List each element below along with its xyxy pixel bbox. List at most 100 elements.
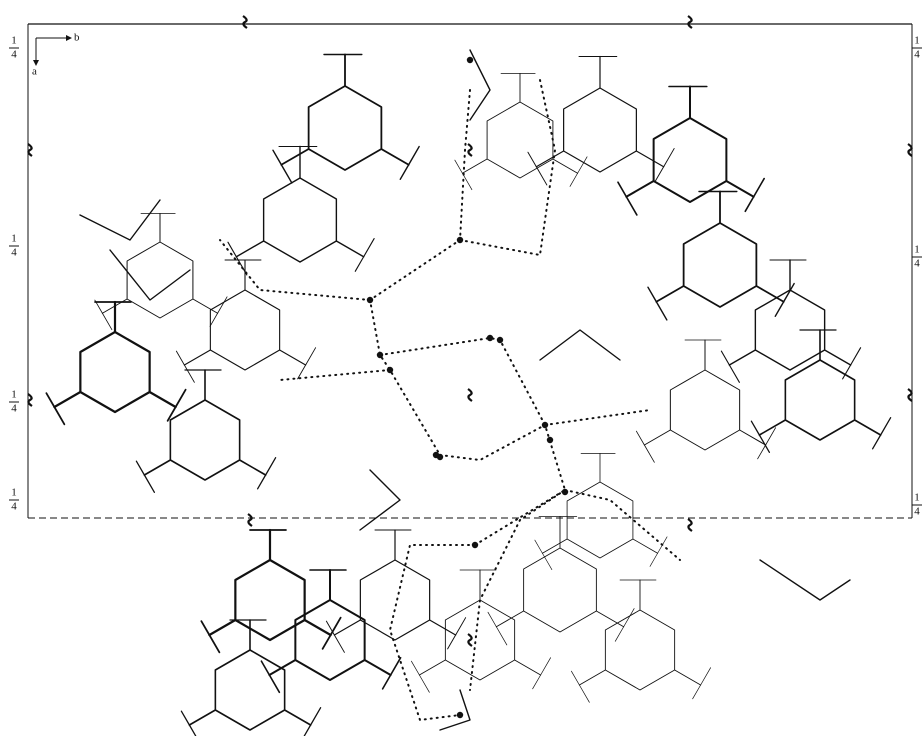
- methyl: [656, 302, 667, 320]
- substituent: [419, 660, 445, 675]
- methyl: [618, 182, 626, 197]
- methyl: [721, 351, 729, 365]
- methyl: [273, 150, 281, 165]
- hydrogen-bonds: [220, 57, 680, 720]
- chain: [110, 250, 190, 300]
- ring: [487, 102, 553, 178]
- methyl: [758, 445, 766, 459]
- ring: [127, 242, 193, 318]
- methyl: [873, 435, 881, 449]
- hydrogen-bond: [390, 545, 475, 720]
- substituent: [281, 149, 308, 165]
- ring: [524, 548, 597, 632]
- methyl: [261, 661, 269, 675]
- substituent: [336, 241, 363, 257]
- methyl: [364, 239, 375, 257]
- ring: [264, 178, 337, 262]
- fraction-numerator: 1: [914, 244, 920, 256]
- methyl: [136, 461, 144, 475]
- methyl: [306, 348, 316, 365]
- methyl: [881, 418, 891, 435]
- substituent: [193, 299, 218, 313]
- methyl: [626, 197, 637, 215]
- methyl: [650, 553, 658, 566]
- symmetry-element: [243, 16, 247, 28]
- symmetry-element: [688, 16, 692, 28]
- ring: [564, 88, 637, 172]
- substituent: [855, 420, 881, 435]
- methyl: [391, 658, 401, 675]
- crystal-packing-diagram: b a 14141414141414: [0, 0, 922, 736]
- ring: [170, 400, 239, 480]
- fraction-numerator: 1: [914, 35, 920, 47]
- methyl: [488, 612, 496, 627]
- methyl: [311, 708, 321, 725]
- oxygen-atom: [472, 542, 478, 548]
- methyl: [210, 313, 218, 326]
- methyl: [541, 658, 551, 675]
- substituent: [209, 620, 235, 635]
- symmetry-element: [28, 144, 32, 156]
- ring: [684, 223, 757, 307]
- substituent: [184, 350, 210, 365]
- fraction-denominator: 4: [914, 258, 920, 270]
- methyl: [181, 711, 189, 725]
- hydrogen-bond: [565, 490, 680, 560]
- methyl: [455, 160, 463, 173]
- substituent: [626, 181, 653, 197]
- fraction-numerator: 1: [11, 35, 17, 47]
- fraction-numerator: 1: [11, 389, 17, 401]
- fraction-numerator: 1: [11, 233, 17, 245]
- substituent: [536, 151, 563, 167]
- substituent: [553, 159, 578, 173]
- chain: [540, 330, 620, 360]
- methyl: [636, 431, 644, 445]
- symmetry-element: [28, 394, 32, 406]
- methyl: [851, 348, 861, 365]
- methyl: [298, 365, 306, 379]
- symmetry-element: [468, 144, 472, 156]
- substituent: [656, 286, 683, 302]
- methyl: [323, 635, 331, 649]
- chain: [80, 200, 160, 240]
- substituent: [756, 286, 783, 302]
- methyl: [745, 197, 753, 212]
- methyl: [729, 365, 739, 382]
- methyl: [528, 152, 536, 167]
- axis-arrows: b a: [32, 32, 80, 78]
- substituent: [579, 670, 605, 685]
- symmetry-element: [688, 519, 692, 531]
- oxygen-atom: [433, 452, 439, 458]
- methyl: [456, 618, 466, 635]
- methyl: [46, 393, 54, 407]
- methyl: [54, 407, 64, 424]
- symmetry-element: [908, 144, 912, 156]
- substituent: [496, 611, 523, 627]
- ring: [210, 290, 279, 370]
- methyl: [383, 675, 391, 689]
- ring: [670, 370, 739, 450]
- axis-label-b: b: [74, 32, 80, 44]
- methyl: [536, 167, 547, 185]
- methyl: [533, 675, 541, 689]
- methyl: [189, 725, 199, 736]
- substituent: [280, 350, 306, 365]
- oxygen-atom: [542, 422, 548, 428]
- oxygen-atom: [547, 437, 553, 443]
- substituent: [269, 660, 295, 675]
- hydrogen-bond: [280, 370, 390, 380]
- substituent: [236, 241, 263, 257]
- methyl: [266, 458, 276, 475]
- substituent: [825, 350, 851, 365]
- methyl: [334, 635, 344, 652]
- substituent: [150, 392, 176, 407]
- substituent: [144, 460, 170, 475]
- methyl: [281, 165, 292, 183]
- methyl: [751, 421, 759, 435]
- methyl: [176, 351, 184, 365]
- substituent: [675, 670, 701, 685]
- ring: [654, 118, 727, 202]
- oxygen-atom: [367, 297, 373, 303]
- methyl: [419, 675, 429, 692]
